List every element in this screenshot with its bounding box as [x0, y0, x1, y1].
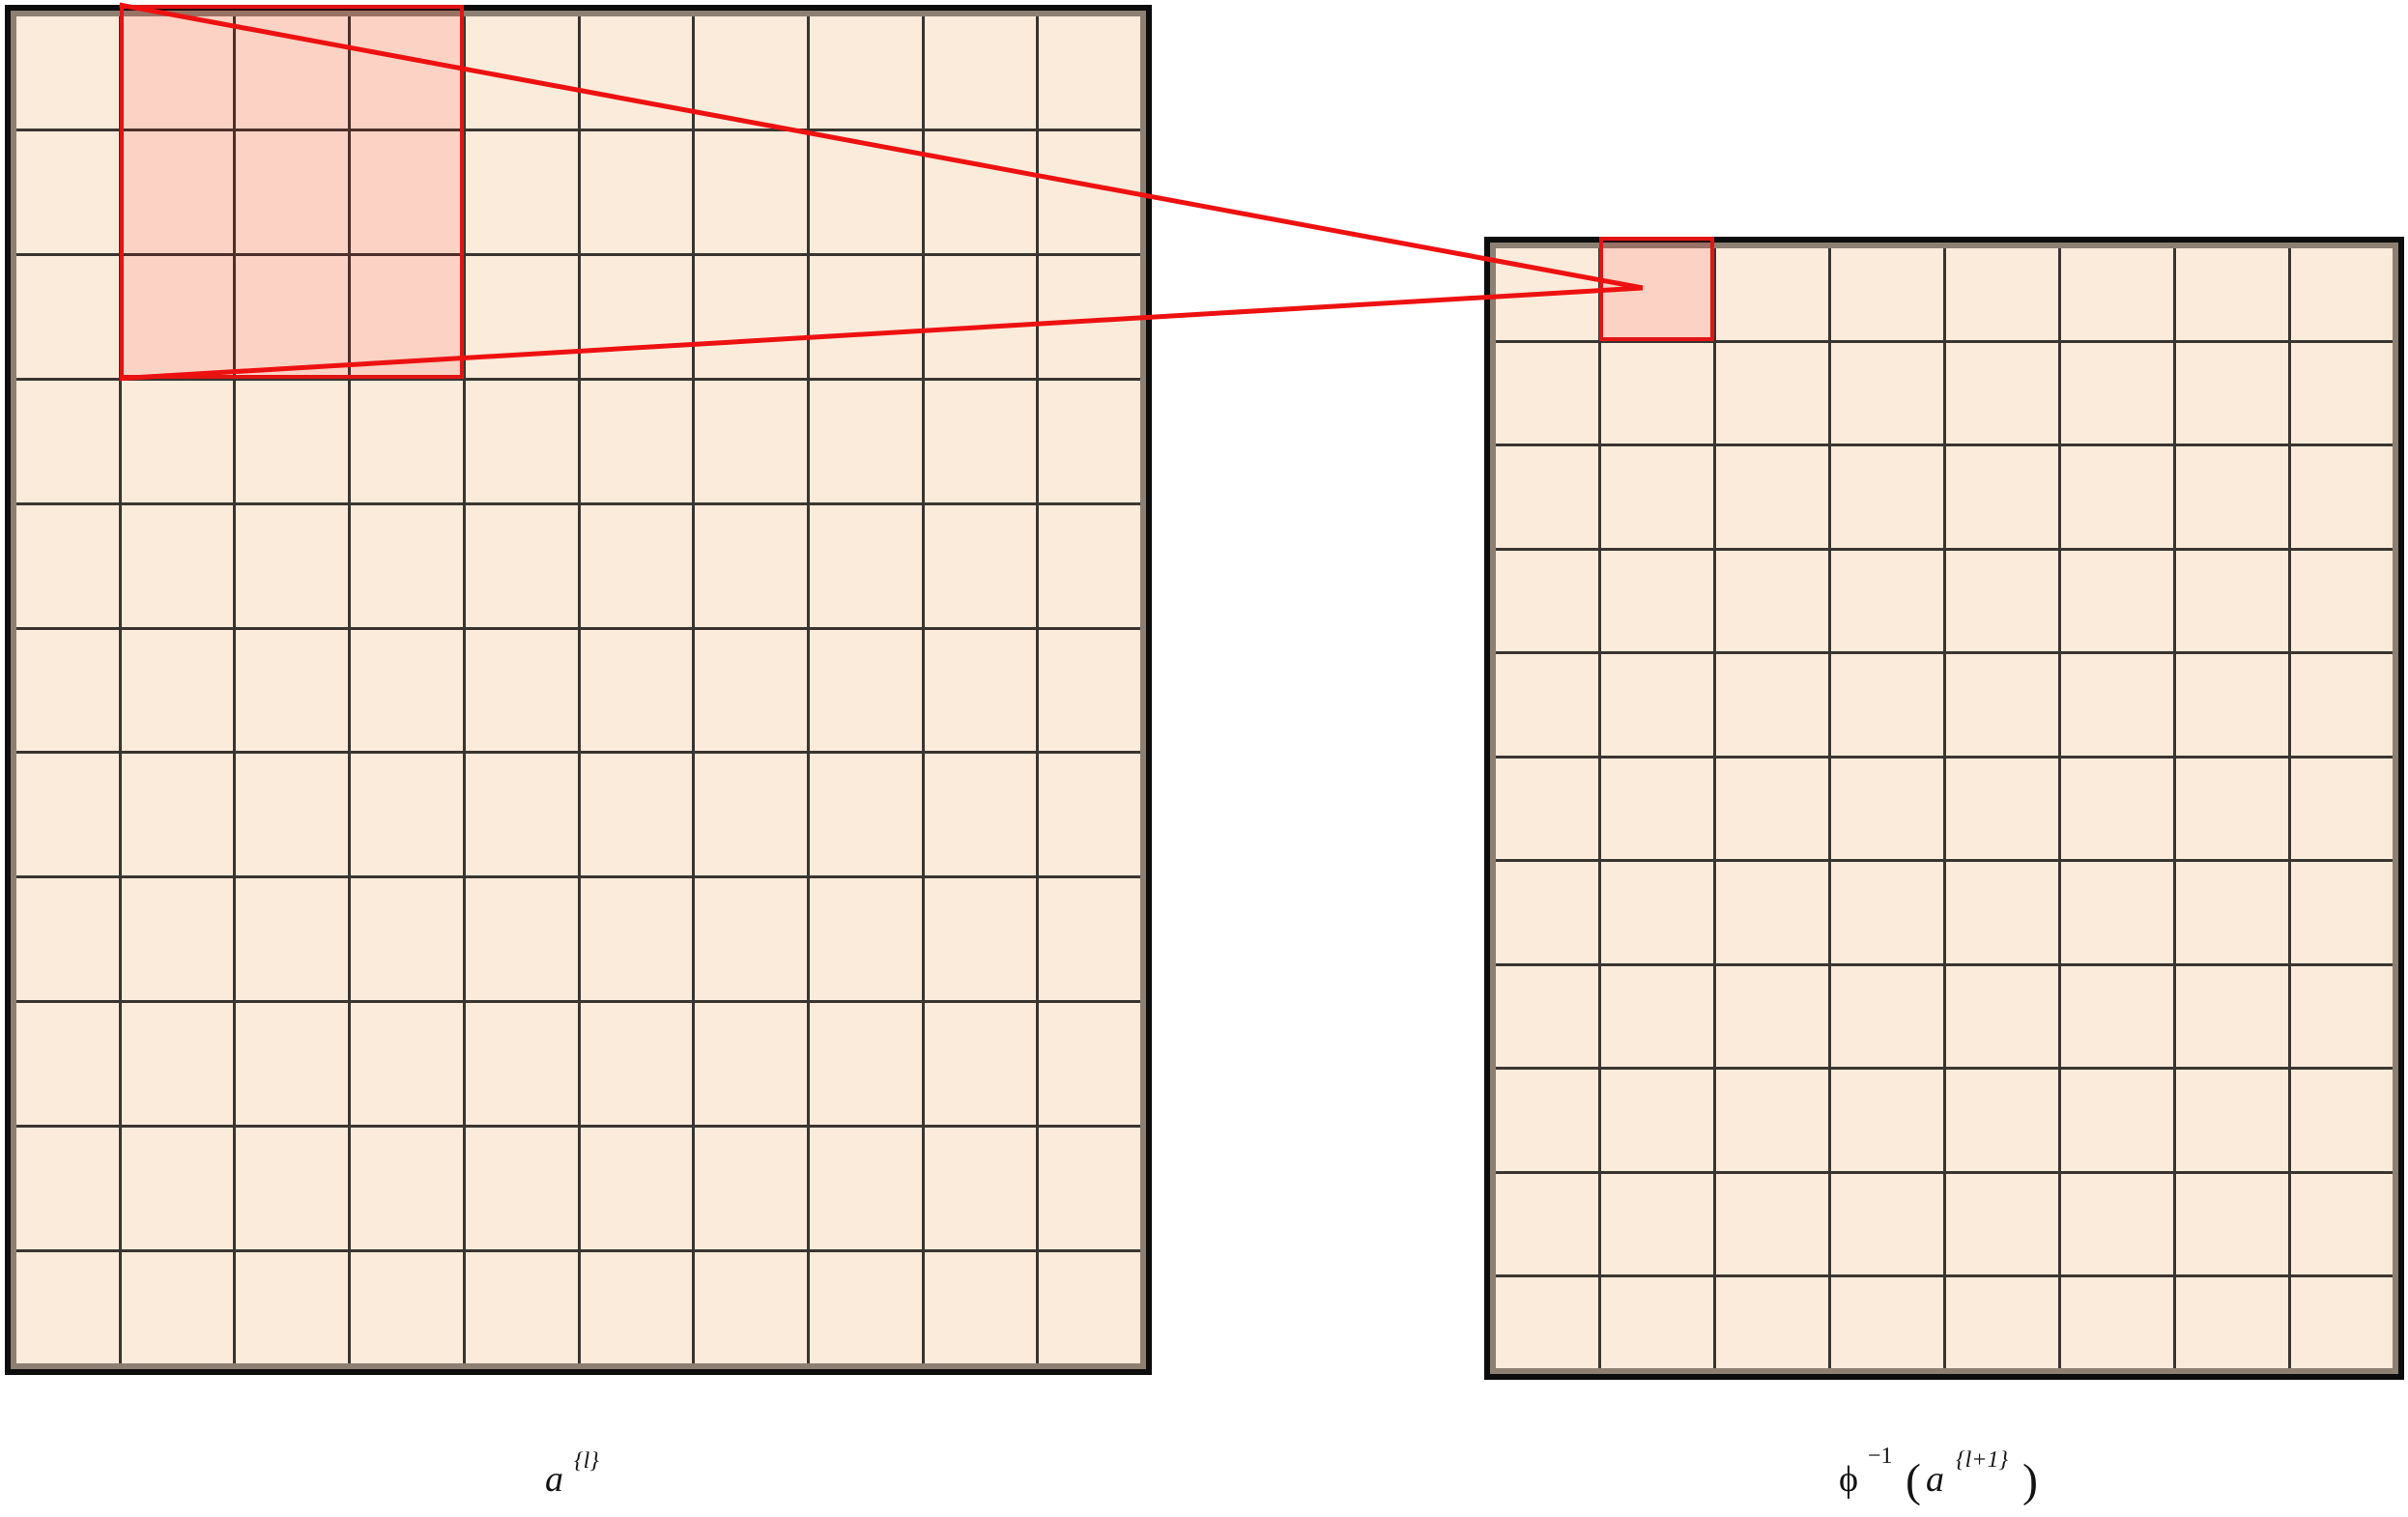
svg-text:(: (	[1906, 1455, 1921, 1506]
svg-text:−1: −1	[1868, 1444, 1893, 1469]
svg-text:a: a	[545, 1459, 563, 1500]
svg-text:{l+1}: {l+1}	[1956, 1447, 2008, 1473]
svg-text:): )	[2022, 1455, 2038, 1506]
svg-text:a: a	[1926, 1459, 1944, 1500]
svg-text:ϕ: ϕ	[1839, 1459, 1858, 1500]
svg-text:{l}: {l}	[574, 1448, 599, 1474]
